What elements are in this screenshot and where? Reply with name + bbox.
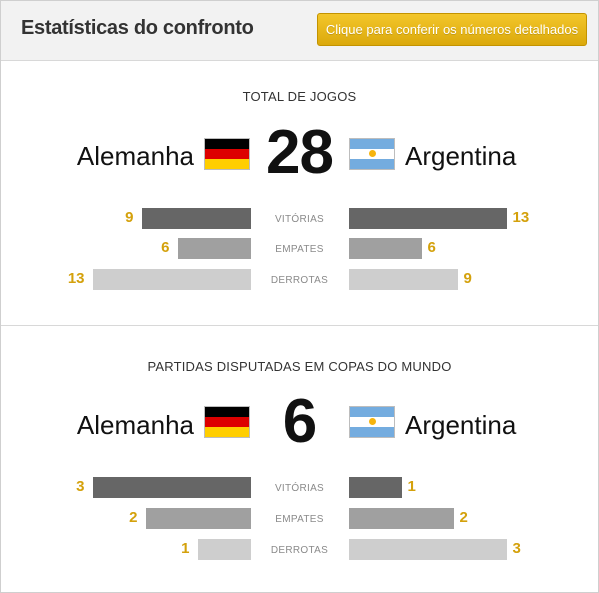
total-games-number: 28	[266, 118, 334, 187]
draws-value-left: 6	[161, 239, 170, 256]
draws-value-right: 2	[459, 509, 468, 526]
losses-value-right: 3	[512, 540, 521, 557]
argentina-flag-icon	[349, 138, 395, 170]
losses-label: DERROTAS	[270, 275, 329, 286]
widget-header: Estatísticas do confronto Clique para co…	[1, 1, 598, 61]
world-cup-matches-number: 6	[282, 387, 317, 456]
draws-bar-left	[145, 508, 251, 529]
total-games-section: TOTAL DE JOGOS Alemanha 28 Argentina 9 VI…	[1, 61, 598, 324]
draws-bar-right	[348, 508, 454, 529]
draws-label: EMPATES	[275, 514, 324, 525]
world-cup-matches-section: PARTIDAS DISPUTADAS EM COPAS DO MUNDO Al…	[1, 325, 598, 593]
section-title: PARTIDAS DISPUTADAS EM COPAS DO MUNDO	[147, 359, 452, 374]
losses-bar-left	[197, 539, 251, 560]
team-right-name: Argentina	[405, 141, 517, 171]
wins-bar-right	[348, 477, 402, 498]
losses-value-left: 13	[67, 270, 85, 287]
wins-value-right: 13	[512, 209, 530, 226]
wins-bar-left	[92, 477, 251, 498]
wins-value-left: 9	[125, 209, 134, 226]
team-left-name: Alemanha	[76, 141, 194, 171]
losses-bar-right	[348, 269, 458, 290]
germany-flag-icon	[204, 138, 250, 170]
wins-bar-right	[348, 208, 507, 229]
draws-value-right: 6	[427, 239, 436, 256]
germany-flag-icon	[204, 406, 250, 438]
draws-value-left: 2	[129, 509, 138, 526]
losses-bar-left	[92, 269, 251, 290]
wins-label: VITÓRIAS	[274, 214, 325, 225]
wins-value-left: 3	[76, 478, 85, 495]
losses-value-left: 1	[181, 540, 190, 557]
losses-label: DERROTAS	[270, 545, 329, 556]
argentina-flag-icon	[349, 406, 395, 438]
wins-bar-left	[141, 208, 251, 229]
wins-value-right: 1	[407, 478, 416, 495]
losses-value-right: 9	[463, 270, 472, 287]
draws-bar-left	[177, 238, 251, 259]
wins-label: VITÓRIAS	[274, 483, 325, 494]
team-right-name: Argentina	[405, 410, 517, 440]
team-left-name: Alemanha	[76, 410, 194, 440]
detailed-numbers-button[interactable]: Clique para conferir os números detalhad…	[317, 13, 587, 46]
section-title: TOTAL DE JOGOS	[242, 89, 357, 104]
widget-title: Estatísticas do confronto	[21, 17, 254, 39]
losses-bar-right	[348, 539, 507, 560]
draws-label: EMPATES	[275, 244, 324, 255]
draws-bar-right	[348, 238, 422, 259]
